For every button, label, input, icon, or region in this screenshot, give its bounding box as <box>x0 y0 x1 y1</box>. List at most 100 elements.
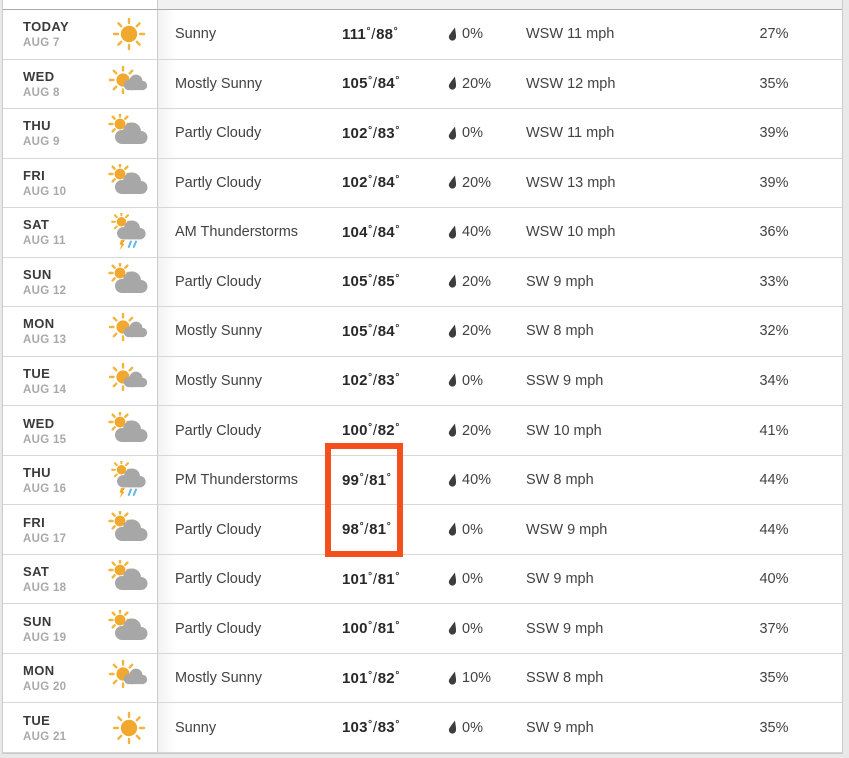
precip-chance: 20% <box>447 323 526 339</box>
date-label: AUG 15 <box>23 433 67 446</box>
forecast-row[interactable]: FRI AUG 10 Partly Cloudy 102°/84° 20% <box>3 158 842 209</box>
degree-symbol: ° <box>368 620 373 632</box>
humidity-text: 44% <box>759 521 789 538</box>
degree-symbol: ° <box>395 570 400 582</box>
degree-symbol: ° <box>368 124 373 136</box>
wind-text: SSW 8 mph <box>526 670 604 687</box>
row-content: AM Thunderstorms 104°/84° 40% WSW 10 mph… <box>158 208 842 257</box>
mostly-sunny-icon <box>106 311 152 351</box>
condition-text: Mostly Sunny <box>175 323 263 340</box>
humidity-text: 35% <box>759 719 789 736</box>
high-temp: 105 <box>342 75 368 93</box>
day-label: SAT <box>23 217 50 233</box>
row-content: Partly Cloudy 100°/81° 0% SSW 9 mph 37% <box>158 604 842 653</box>
precip-percent: 0% <box>462 620 483 637</box>
precip-chance: 40% <box>447 472 526 488</box>
day-cell: FRI AUG 10 <box>3 158 158 208</box>
precip-percent: 0% <box>462 571 483 588</box>
low-temp: 84 <box>377 75 395 93</box>
date-label: AUG 20 <box>23 681 67 694</box>
day-cell: TUE AUG 21 <box>3 703 158 752</box>
temperature-range: 105°/84° <box>342 75 447 92</box>
degree-symbol: ° <box>368 322 373 334</box>
precip-drop-icon <box>448 720 457 734</box>
temperature-range: 101°/81° <box>342 571 447 588</box>
degree-symbol: ° <box>366 25 371 37</box>
temp-separator: / <box>372 570 378 588</box>
day-text: FRI AUG 10 <box>23 168 66 198</box>
wind-text: SW 8 mph <box>526 472 594 489</box>
day-text: THU AUG 16 <box>23 465 66 495</box>
temperature-range: 100°/82° <box>342 422 447 439</box>
temp-separator: / <box>372 669 378 687</box>
low-temp: 83 <box>377 124 395 142</box>
temperature-range: 102°/83° <box>342 372 447 389</box>
degree-symbol: ° <box>393 25 398 37</box>
day-label: MON <box>23 663 55 679</box>
precip-percent: 40% <box>462 224 492 241</box>
degree-symbol: ° <box>395 223 400 235</box>
forecast-row[interactable]: TODAY AUG 7 Sunny 111°/88° 0% WSW 11 mph <box>3 10 842 60</box>
forecast-row[interactable]: WED AUG 15 Partly Cloudy 100°/82° 20% <box>3 406 842 456</box>
day-cell: THU AUG 16 <box>3 455 158 505</box>
wind-text: WSW 11 mph <box>526 26 615 43</box>
forecast-row[interactable]: SUN AUG 12 Partly Cloudy 105°/85° 20% <box>3 257 842 308</box>
wind-text: WSW 11 mph <box>526 125 615 142</box>
precip-drop-icon <box>448 175 457 189</box>
forecast-row[interactable]: TUE AUG 14 Mostly Sunny 102°/83° 0% S <box>3 356 842 407</box>
humidity-text: 34% <box>759 372 789 389</box>
precip-percent: 40% <box>462 472 492 489</box>
forecast-row[interactable]: SAT AUG 11 AM Thunderstorms 104°/84° 40% <box>3 208 842 258</box>
precip-percent: 20% <box>462 323 492 340</box>
day-label: TUE <box>23 365 51 381</box>
day-text: MON AUG 20 <box>23 663 66 693</box>
cropped-day-cell <box>3 0 158 9</box>
wind-text: SSW 9 mph <box>526 372 604 389</box>
precip-chance: 20% <box>447 423 526 439</box>
row-content: PM Thunderstorms 99°/81° 40% SW 8 mph 44… <box>158 455 842 505</box>
forecast-row[interactable]: SAT AUG 18 Partly Cloudy 101°/81° 0% <box>3 554 842 605</box>
temperature-range: 101°/82° <box>342 670 447 687</box>
humidity-text: 44% <box>759 472 789 489</box>
temp-separator: / <box>372 620 378 638</box>
degree-symbol: ° <box>395 719 400 731</box>
degree-symbol: ° <box>395 620 400 632</box>
forecast-row[interactable]: THU AUG 16 PM Thunderstorms 99°/81° 40% <box>3 455 842 506</box>
precip-percent: 20% <box>462 273 492 290</box>
temp-separator: / <box>372 422 378 440</box>
row-content: Sunny 111°/88° 0% WSW 11 mph 27% <box>158 10 842 59</box>
temperature-range: 111°/88° <box>342 26 447 43</box>
day-label: WED <box>23 68 55 84</box>
forecast-row[interactable]: MON AUG 13 Mostly Sunny 105°/84° 20% <box>3 307 842 357</box>
row-content: Partly Cloudy 100°/82° 20% SW 10 mph 41% <box>158 406 842 455</box>
temperature-range: 102°/84° <box>342 174 447 191</box>
low-temp: 84 <box>377 322 395 340</box>
cropped-row-remnant <box>3 0 842 10</box>
condition-text: Partly Cloudy <box>175 174 262 191</box>
partly-cloudy-icon <box>106 559 152 599</box>
precip-chance: 20% <box>447 175 526 191</box>
temperature-range: 104°/84° <box>342 224 447 241</box>
temp-separator: / <box>364 471 369 489</box>
condition-text: Partly Cloudy <box>175 125 262 142</box>
day-text: TUE AUG 21 <box>23 713 66 743</box>
precip-percent: 0% <box>462 372 483 389</box>
forecast-row[interactable]: MON AUG 20 Mostly Sunny 101°/82° 10% <box>3 653 842 704</box>
forecast-row[interactable]: WED AUG 8 Mostly Sunny 105°/84° 20% W <box>3 59 842 110</box>
forecast-row[interactable]: FRI AUG 17 Partly Cloudy 98°/81° 0% W <box>3 505 842 555</box>
day-text: TUE AUG 14 <box>23 366 66 396</box>
day-label: THU <box>23 465 51 481</box>
temp-separator: / <box>372 124 378 142</box>
forecast-row[interactable]: SUN AUG 19 Partly Cloudy 100°/81° 0% <box>3 604 842 654</box>
sunny-icon <box>106 708 152 748</box>
precip-chance: 20% <box>447 274 526 290</box>
forecast-row[interactable]: THU AUG 9 Partly Cloudy 102°/83° 0% W <box>3 109 842 159</box>
condition-text: Partly Cloudy <box>175 273 262 290</box>
day-cell: THU AUG 9 <box>3 109 158 158</box>
forecast-row[interactable]: TUE AUG 21 Sunny 103°/83° 0% SW 9 mph <box>3 703 842 753</box>
day-cell: FRI AUG 17 <box>3 505 158 554</box>
precip-percent: 0% <box>462 719 483 736</box>
wind-text: WSW 13 mph <box>526 174 616 191</box>
humidity-text: 39% <box>759 174 789 191</box>
temp-separator: / <box>371 25 376 43</box>
